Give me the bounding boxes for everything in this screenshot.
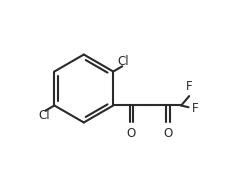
- Text: O: O: [126, 127, 135, 140]
- Text: Cl: Cl: [117, 55, 129, 68]
- Text: F: F: [185, 80, 192, 93]
- Text: Cl: Cl: [39, 109, 50, 122]
- Text: F: F: [191, 102, 198, 115]
- Text: O: O: [163, 127, 172, 140]
